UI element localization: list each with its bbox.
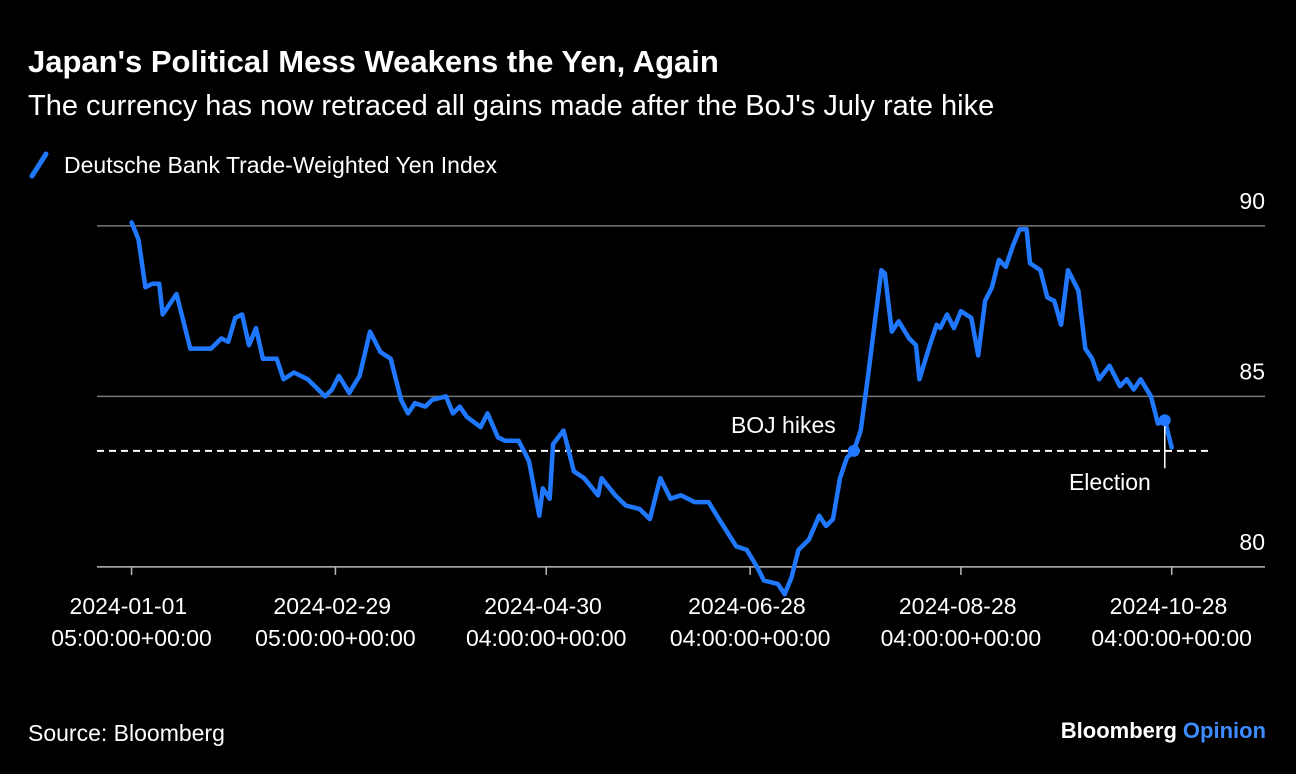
brand-suffix: Opinion [1183,718,1266,743]
x-tick-label: 2024-10-28 04:00:00+00:00 [1091,593,1252,651]
x-tick-label: 2024-04-30 04:00:00+00:00 [466,593,627,651]
series-line [129,220,1174,597]
annotation-label: BOJ hikes [731,412,836,438]
brand: Bloomberg Opinion [1061,718,1266,743]
x-tick-label: 2024-06-28 04:00:00+00:00 [670,593,831,651]
x-tick-label: 2024-08-28 04:00:00+00:00 [881,593,1042,651]
x-tick-label-line: 05:00:00+00:00 [255,625,416,651]
x-tick-label-line: 2024-01-01 [70,593,194,619]
y-tick-label: 80 [1239,529,1265,555]
x-tick-label: 2024-02-29 05:00:00+00:00 [255,593,416,651]
x-tick-label-line: 04:00:00+00:00 [1091,625,1252,651]
legend-label: Deutsche Bank Trade-Weighted Yen Index [64,152,498,178]
legend-swatch [29,151,49,179]
y-tick-label: 85 [1239,358,1265,384]
x-tick-label-line: 05:00:00+00:00 [51,625,212,651]
x-tick-label-line: 2024-06-28 [688,593,812,619]
x-tick-label-line: 04:00:00+00:00 [670,625,831,651]
annotation-label: Election [1069,469,1151,495]
brand-name: Bloomberg [1061,718,1177,743]
x-tick-label-line: 04:00:00+00:00 [466,625,627,651]
x-tick-label-line: 04:00:00+00:00 [881,625,1042,651]
annotation-dot [1158,414,1171,427]
x-tick-label: 2024-01-01 05:00:00+00:00 [51,593,212,651]
annotation-dot [847,444,860,457]
chart-subtitle: The currency has now retraced all gains … [28,90,994,122]
x-tick-label-line: 2024-02-29 [273,593,397,619]
x-tick-label-line: 2024-04-30 [484,593,608,619]
source: Source: Bloomberg [28,720,225,746]
y-tick-label: 90 [1239,188,1265,214]
x-tick-label-line: 2024-08-28 [899,593,1023,619]
chart-title: Japan's Political Mess Weakens the Yen, … [28,44,719,79]
x-tick-label-line: 2024-10-28 [1110,593,1234,619]
